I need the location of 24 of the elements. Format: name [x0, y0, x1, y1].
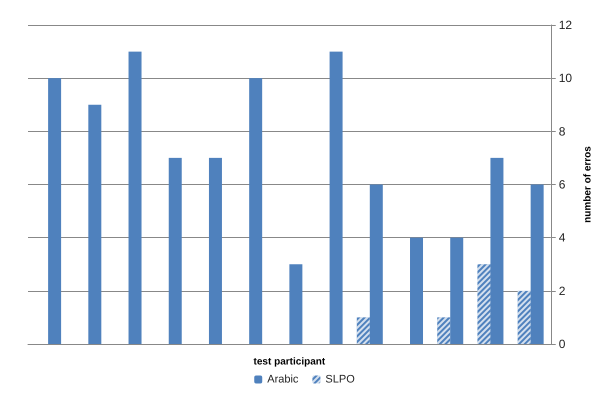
bar	[530, 184, 544, 344]
bar	[88, 104, 102, 344]
bar	[490, 158, 504, 344]
bar	[249, 78, 262, 344]
bar	[289, 264, 302, 344]
bar	[410, 238, 424, 344]
bar	[330, 52, 343, 344]
y-tick-label: 10	[558, 71, 572, 86]
y-tick-label: 12	[558, 18, 572, 32]
legend-label: Arabic	[267, 374, 299, 386]
bar	[450, 238, 464, 344]
x-axis-title: test participant	[254, 356, 326, 368]
bar	[128, 52, 142, 344]
legend-label: SLPO	[325, 374, 356, 386]
bar	[370, 184, 383, 344]
bar	[208, 158, 222, 344]
y-tick-label: 2	[558, 284, 566, 298]
y-tick-label: 4	[558, 230, 566, 245]
y-axis-title: number of erros	[582, 146, 594, 223]
bar	[48, 78, 62, 344]
y-tick-label: 6	[558, 178, 566, 192]
y-tick-label: 8	[558, 124, 566, 138]
bar	[168, 158, 182, 344]
y-tick-label: 0	[558, 337, 566, 351]
